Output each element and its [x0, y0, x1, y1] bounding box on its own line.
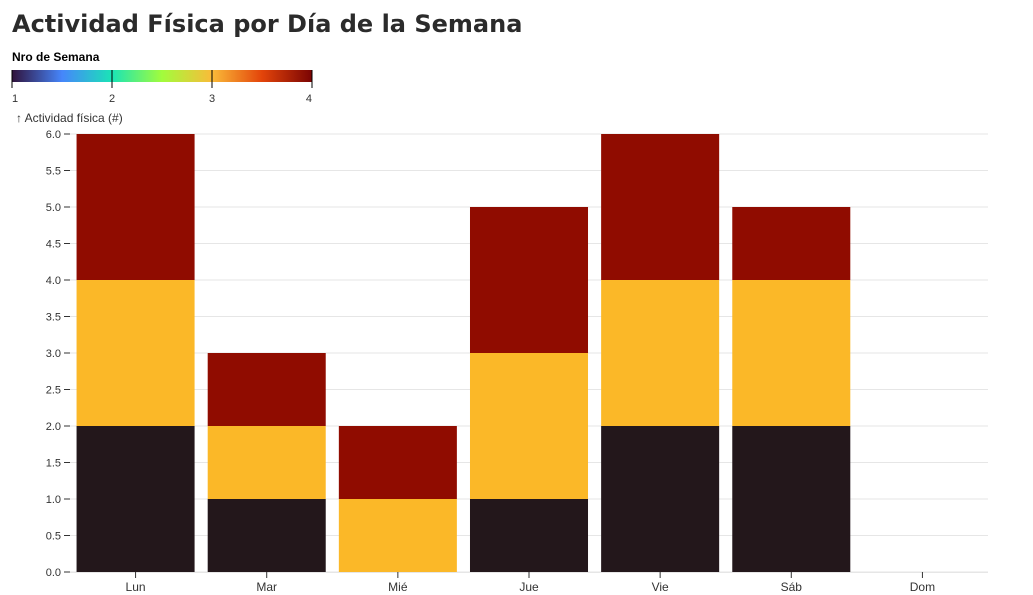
y-tick-label: 5.0 [46, 202, 61, 214]
bar-segment [469, 353, 589, 499]
bar-segment [76, 426, 195, 572]
bar-segment [469, 499, 589, 572]
x-tick-label: Mié [388, 580, 408, 594]
x-tick-label: Sáb [781, 580, 803, 594]
x-tick-label: Vie [652, 580, 669, 594]
bar-segment [601, 280, 720, 426]
y-tick-label: 1.5 [46, 458, 61, 470]
y-tick-label: 4.0 [46, 275, 61, 287]
legend-color-ramp [12, 70, 312, 82]
y-tick-label: 2.0 [46, 421, 61, 433]
x-tick-label: Jue [519, 580, 539, 594]
x-tick-label: Dom [910, 580, 935, 594]
bars [76, 134, 851, 572]
bar-segment [469, 207, 589, 353]
bar-segment [601, 134, 720, 280]
y-tick-label: 0.0 [46, 567, 61, 579]
bar-segment [338, 499, 457, 572]
bar-segment [207, 353, 326, 426]
legend-ticks: 1 2 3 4 [11, 70, 313, 105]
y-tick-label: 6.0 [46, 129, 61, 141]
y-tick-label: 3.5 [46, 312, 61, 324]
bar-segment [601, 426, 720, 572]
bar-segment [732, 426, 851, 572]
x-axis: Lun Mar Mié Jue Vie Sáb Dom [70, 572, 988, 594]
y-tick-label: 3.0 [46, 348, 61, 360]
bar-segment [76, 280, 195, 426]
y-tick-label: 2.5 [46, 385, 61, 397]
bar-segment [76, 134, 195, 280]
legend: Nro de Semana 1 2 3 4 [11, 50, 313, 105]
legend-title: Nro de Semana [12, 50, 100, 64]
x-tick-label: Lun [126, 580, 146, 594]
bar-segment [207, 499, 326, 572]
y-tick-label: 0.5 [46, 531, 61, 543]
bar-segment [732, 280, 851, 426]
chart-title: Actividad Física por Día de la Semana [12, 10, 523, 38]
bar-segment [338, 426, 457, 499]
y-axis: 0.0 0.5 1.0 1.5 2.0 2.5 3.0 3.5 4.0 4.5 5.0 5.5 6.0 [46, 129, 70, 579]
bar-segment [207, 426, 326, 499]
y-tick-label: 4.5 [46, 239, 61, 251]
y-tick-label: 5.5 [46, 166, 61, 178]
legend-tick-label: 2 [109, 93, 115, 105]
legend-tick-label: 4 [306, 93, 312, 105]
y-axis-label: ↑ Actividad física (#) [16, 111, 123, 125]
legend-tick-label: 3 [209, 93, 215, 105]
legend-tick-label: 1 [12, 93, 18, 105]
x-tick-label: Mar [256, 580, 277, 594]
bar-segment [732, 207, 851, 280]
y-tick-label: 1.0 [46, 494, 61, 506]
